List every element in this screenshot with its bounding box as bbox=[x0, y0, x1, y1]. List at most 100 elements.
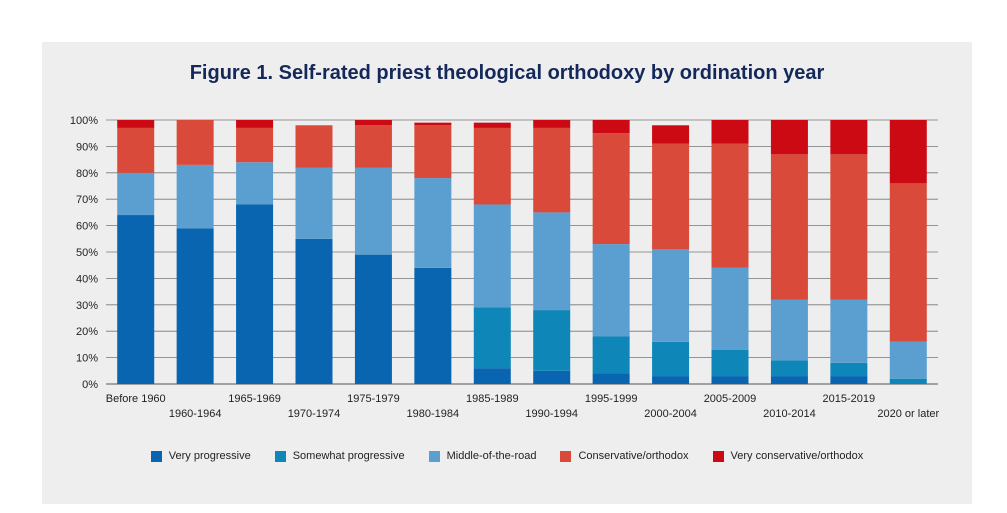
legend-label: Very conservative/orthodox bbox=[730, 450, 864, 462]
legend-item: Somewhat progressive bbox=[274, 450, 405, 462]
bar-segment bbox=[533, 127, 571, 213]
bars bbox=[117, 120, 927, 384]
bar-segment bbox=[770, 120, 808, 155]
bar-segment bbox=[592, 133, 630, 245]
legend-item: Middle-of-the-road bbox=[428, 450, 537, 462]
bar-segment bbox=[295, 238, 333, 384]
bar-segment bbox=[354, 125, 392, 168]
bar-segment bbox=[473, 368, 511, 384]
x-tick-label: 1970-1974 bbox=[288, 408, 341, 420]
x-tick-label: 2020 or later bbox=[877, 408, 939, 420]
bar-segment bbox=[295, 125, 333, 168]
bar-segment bbox=[354, 120, 392, 126]
legend-swatch bbox=[150, 450, 162, 462]
bar-segment bbox=[473, 122, 511, 128]
bar-segment bbox=[711, 376, 749, 384]
bar-segment bbox=[770, 299, 808, 361]
y-tick-label: 60% bbox=[76, 221, 98, 233]
y-tick-label: 30% bbox=[76, 300, 98, 312]
bar-segment bbox=[176, 120, 214, 165]
bar-segment bbox=[533, 310, 571, 371]
bar-segment bbox=[889, 378, 927, 384]
legend-item: Very progressive bbox=[150, 450, 251, 462]
x-tick-label: 2015-2019 bbox=[823, 393, 876, 405]
legend-label: Middle-of-the-road bbox=[446, 450, 537, 462]
bar-segment bbox=[830, 120, 868, 155]
bar-segment bbox=[533, 120, 571, 128]
bar-segment bbox=[295, 167, 333, 239]
bar-segment bbox=[830, 154, 868, 300]
bar-segment bbox=[236, 204, 274, 384]
x-tick-label: 1965-1969 bbox=[228, 393, 281, 405]
x-tick-label: 2010-2014 bbox=[763, 408, 816, 420]
x-tick-label: 1980-1984 bbox=[407, 408, 460, 420]
bar-segment bbox=[889, 341, 927, 379]
bar-segment bbox=[533, 212, 571, 311]
bar-segment bbox=[711, 349, 749, 377]
legend-item: Conservative/orthodox bbox=[560, 450, 689, 462]
bar-segment bbox=[414, 125, 452, 179]
chart-title: Figure 1. Self-rated priest theological … bbox=[189, 62, 825, 84]
bar-segment bbox=[652, 249, 690, 342]
bar-segment bbox=[830, 362, 868, 377]
bar-segment bbox=[473, 307, 511, 369]
y-axis-ticks: 0% 10% 20% 30% 40% 50% 60% 70% 80% 90% 100% bbox=[70, 115, 98, 391]
bar-segment bbox=[176, 164, 214, 229]
legend-item: Very conservative/orthodox bbox=[712, 450, 864, 462]
y-tick-label: 0% bbox=[82, 379, 98, 391]
x-tick-label: Before 1960 bbox=[106, 393, 166, 405]
bar-segment bbox=[117, 172, 155, 216]
bar-segment bbox=[117, 215, 155, 384]
y-tick-label: 80% bbox=[76, 168, 98, 180]
x-tick-label: 1960-1964 bbox=[169, 408, 222, 420]
bar-segment bbox=[652, 125, 690, 144]
legend-swatch bbox=[560, 450, 572, 462]
x-tick-label: 2000-2004 bbox=[644, 408, 697, 420]
x-tick-label: 2005-2009 bbox=[704, 393, 757, 405]
x-tick-label: 1985-1989 bbox=[466, 393, 519, 405]
bar-segment bbox=[711, 143, 749, 268]
bar-segment bbox=[652, 341, 690, 377]
bar-segment bbox=[533, 370, 571, 384]
bar-segment bbox=[652, 143, 690, 250]
bar-segment bbox=[711, 120, 749, 144]
y-tick-label: 40% bbox=[76, 273, 98, 285]
legend-swatch bbox=[274, 450, 286, 462]
bar-segment bbox=[592, 336, 630, 374]
bar-segment bbox=[592, 120, 630, 134]
bar-segment bbox=[770, 360, 808, 377]
bar-segment bbox=[889, 120, 927, 184]
legend-label: Very progressive bbox=[168, 450, 251, 462]
x-tick-label: 1995-1999 bbox=[585, 393, 638, 405]
legend-swatch bbox=[712, 450, 724, 462]
bar-segment bbox=[117, 127, 155, 173]
legend-label: Somewhat progressive bbox=[292, 450, 405, 462]
bar-segment bbox=[236, 127, 274, 163]
bar-segment bbox=[176, 228, 214, 384]
bar-segment bbox=[770, 154, 808, 300]
y-tick-label: 90% bbox=[76, 141, 98, 153]
legend-label: Conservative/orthodox bbox=[578, 450, 689, 462]
bar-segment bbox=[592, 244, 630, 337]
y-tick-label: 70% bbox=[76, 194, 98, 206]
legend-swatch bbox=[428, 450, 440, 462]
gridlines bbox=[106, 119, 938, 385]
bar-segment bbox=[414, 267, 452, 384]
bar-segment bbox=[711, 267, 749, 350]
x-tick-label: 1990-1994 bbox=[525, 408, 578, 420]
y-tick-label: 20% bbox=[76, 326, 98, 338]
bar-segment bbox=[354, 254, 392, 384]
y-tick-label: 100% bbox=[70, 115, 98, 127]
bar-segment bbox=[830, 376, 868, 384]
bar-segment bbox=[473, 127, 511, 205]
bar-segment bbox=[473, 204, 511, 308]
x-tick-label: 1975-1979 bbox=[347, 393, 400, 405]
bar-segment bbox=[889, 183, 927, 342]
y-tick-label: 10% bbox=[76, 353, 98, 365]
bar-segment bbox=[770, 376, 808, 384]
bar-segment bbox=[236, 120, 274, 128]
bar-segment bbox=[414, 122, 452, 126]
bar-segment bbox=[354, 167, 392, 255]
bar-segment bbox=[830, 299, 868, 363]
legend: Very progressive Somewhat progressive Midd… bbox=[42, 450, 972, 462]
